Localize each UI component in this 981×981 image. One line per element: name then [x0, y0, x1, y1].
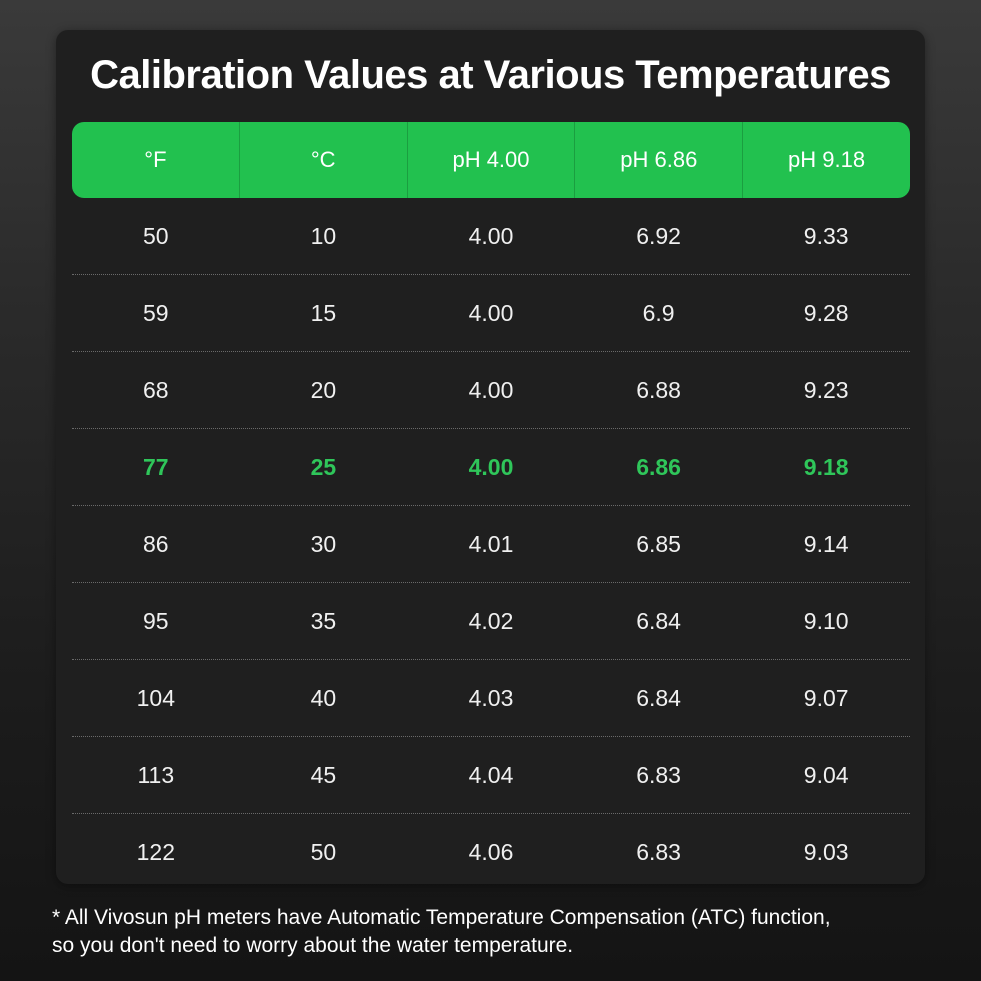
header-celsius: °C	[240, 122, 408, 198]
table-row: 86 30 4.01 6.85 9.14	[72, 506, 910, 583]
table-row-highlighted: 77 25 4.00 6.86 9.18	[72, 429, 910, 506]
table-body: 50 10 4.00 6.92 9.33 59 15 4.00 6.9 9.28…	[72, 198, 910, 890]
cell-ph-4: 4.06	[468, 838, 514, 865]
cell-ph-4: 4.02	[468, 607, 514, 634]
cell-fahrenheit: 50	[143, 222, 169, 249]
cell-ph-4: 4.01	[468, 530, 514, 557]
header-ph-918: pH 9.18	[788, 147, 866, 172]
calibration-table: °F °C pH 4.00 pH 6.86 pH 9.18 50 10 4.00…	[72, 122, 910, 890]
cell-fahrenheit: 86	[143, 530, 169, 557]
cell-celsius: 30	[310, 530, 337, 557]
cell-fahrenheit: 59	[143, 299, 169, 326]
cell-ph-686: 6.86	[636, 453, 681, 480]
header-ph-686: pH 6.86	[575, 122, 744, 198]
cell-ph-918: 9.33	[803, 222, 849, 249]
header-ph-4: pH 4.00	[408, 122, 576, 198]
table-row: 95 35 4.02 6.84 9.10	[72, 583, 910, 660]
cell-fahrenheit: 113	[137, 761, 175, 788]
cell-ph-686: 6.85	[636, 530, 681, 557]
cell-celsius: 20	[310, 376, 337, 403]
header-fahrenheit: °F	[72, 122, 240, 198]
cell-celsius: 35	[310, 607, 337, 634]
cell-ph-686: 6.83	[636, 761, 681, 788]
cell-fahrenheit: 77	[143, 453, 169, 480]
footnote-line-2: so you don't need to worry about the wat…	[52, 934, 574, 957]
cell-fahrenheit: 122	[136, 838, 175, 865]
cell-ph-686: 6.92	[636, 222, 681, 249]
cell-ph-918: 9.04	[803, 761, 849, 788]
cell-ph-918: 9.23	[803, 376, 849, 403]
table-row: 68 20 4.00 6.88 9.23	[72, 352, 910, 429]
cell-celsius: 25	[310, 453, 337, 480]
table-row: 122 50 4.06 6.83 9.03	[72, 814, 910, 890]
cell-celsius: 15	[310, 299, 337, 326]
cell-ph-4: 4.00	[468, 453, 514, 480]
cell-ph-4: 4.00	[468, 376, 514, 403]
cell-ph-686: 6.83	[636, 838, 681, 865]
cell-ph-686: 6.88	[636, 376, 681, 403]
cell-ph-918: 9.18	[803, 453, 849, 480]
cell-celsius: 50	[310, 838, 337, 865]
cell-ph-918: 9.14	[803, 530, 849, 557]
table-header: °F °C pH 4.00 pH 6.86 pH 9.18	[72, 122, 910, 198]
cell-ph-4: 4.04	[468, 761, 514, 788]
cell-fahrenheit: 68	[143, 376, 169, 403]
footnote-line-1: * All Vivosun pH meters have Automatic T…	[52, 906, 831, 929]
cell-ph-4: 4.00	[468, 222, 514, 249]
cell-ph-918: 9.28	[803, 299, 849, 326]
cell-celsius: 45	[310, 761, 337, 788]
cell-ph-918: 9.03	[803, 838, 849, 865]
cell-ph-686: 6.84	[636, 607, 681, 634]
page-title: Calibration Values at Various Temperatur…	[90, 53, 891, 97]
cell-fahrenheit: 95	[143, 607, 169, 634]
cell-ph-4: 4.03	[468, 684, 514, 711]
cell-ph-686: 6.9	[642, 299, 675, 326]
cell-ph-918: 9.07	[803, 684, 849, 711]
cell-ph-686: 6.84	[636, 684, 681, 711]
table-row: 104 40 4.03 6.84 9.07	[72, 660, 910, 737]
cell-celsius: 10	[310, 222, 337, 249]
cell-ph-4: 4.00	[468, 299, 514, 326]
atc-footnote: * All Vivosun pH meters have Automatic T…	[52, 904, 932, 960]
table-row: 59 15 4.00 6.9 9.28	[72, 275, 910, 352]
table-row: 50 10 4.00 6.92 9.33	[72, 198, 910, 275]
cell-fahrenheit: 104	[136, 684, 175, 711]
table-row: 113 45 4.04 6.83 9.04	[72, 737, 910, 814]
cell-ph-918: 9.10	[803, 607, 849, 634]
cell-celsius: 40	[310, 684, 337, 711]
